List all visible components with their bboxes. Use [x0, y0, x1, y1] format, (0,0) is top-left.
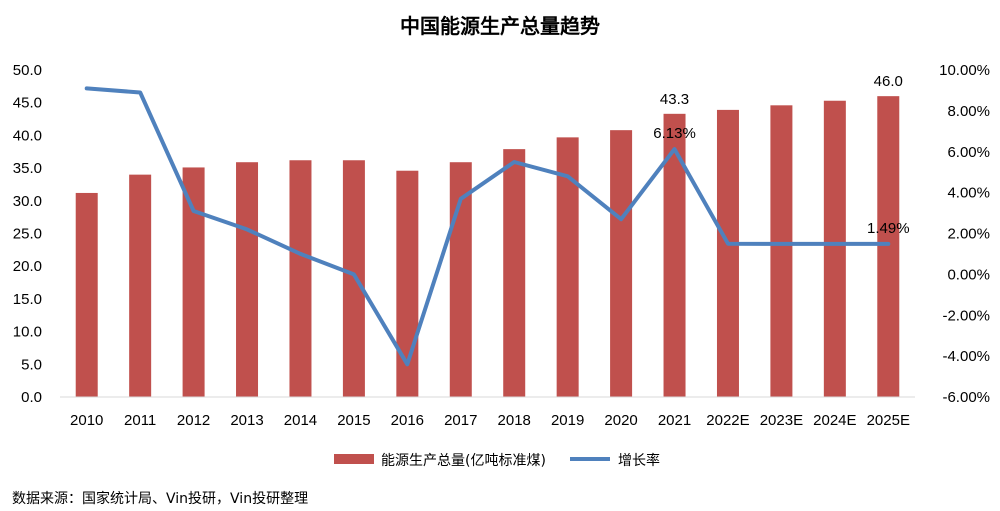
x-axis-tick-label: 2022E — [706, 412, 749, 429]
x-axis-tick-label: 2020 — [604, 412, 637, 429]
x-axis-tick-label: 2025E — [867, 412, 910, 429]
left-axis-tick-label: 5.0 — [21, 356, 42, 373]
right-axis-tick-label: 6.00% — [947, 144, 990, 161]
left-axis-tick-label: 15.0 — [13, 291, 42, 308]
line-series — [84, 86, 891, 367]
bar — [236, 162, 259, 397]
x-axis-tick-label: 2011 — [124, 412, 156, 429]
growth-rate-point — [86, 87, 88, 89]
growth-rate-point — [567, 175, 569, 177]
left-axis-tick-label: 45.0 — [13, 95, 42, 112]
growth-rate-point — [246, 228, 248, 230]
left-axis-tick-label: 20.0 — [13, 258, 42, 275]
growth-rate-point — [406, 363, 408, 365]
right-axis-tick-label: 2.00% — [947, 226, 990, 243]
right-axis-tick-label: 10.00% — [939, 62, 990, 79]
growth-rate-point — [834, 243, 836, 245]
left-axis-tick-label: 25.0 — [13, 226, 42, 243]
growth-rate-point — [299, 253, 301, 255]
growth-rate-point — [780, 243, 782, 245]
bar — [182, 167, 205, 397]
data-label: 6.13% — [653, 125, 696, 142]
legend-bar-label: 能源生产总量(亿吨标准煤) — [381, 453, 546, 469]
bar — [396, 170, 419, 397]
left-axis-tick-label: 30.0 — [13, 193, 42, 210]
left-axis-tick-label: 50.0 — [13, 62, 42, 79]
left-axis-ticks: 0.0 5.0 10.0 15.0 20.0 25.0 30.0 35.0 40.0 45.0 50… — [13, 62, 42, 406]
bar-series — [75, 96, 900, 398]
growth-rate-point — [193, 210, 195, 212]
x-axis-tick-label: 2012 — [177, 412, 210, 429]
right-axis-tick-label: -4.00% — [942, 348, 990, 365]
growth-rate-point — [727, 243, 729, 245]
growth-rate-line — [84, 86, 891, 367]
bar — [823, 100, 846, 397]
bar — [770, 105, 793, 397]
data-label: 46.0 — [874, 73, 903, 90]
right-axis-tick-label: 8.00% — [947, 103, 990, 120]
bar — [129, 174, 152, 397]
left-axis-tick-label: 35.0 — [13, 160, 42, 177]
x-axis-tick-label: 2017 — [444, 412, 477, 429]
right-axis-tick-label: -6.00% — [942, 389, 990, 406]
left-axis-tick-label: 0.0 — [21, 389, 42, 406]
x-axis-tick-label: 2015 — [337, 412, 370, 429]
x-axis-tick-label: 2021 — [658, 412, 691, 429]
x-axis-tick-label: 2014 — [284, 412, 317, 429]
bar — [877, 96, 900, 397]
bar — [342, 160, 365, 397]
x-axis-ticks: 2010 2011 2012 2013 2014 2015 2016 2017 2018 2019… — [70, 412, 910, 429]
bar — [610, 130, 633, 397]
bar — [663, 113, 686, 398]
data-label: 1.49% — [867, 220, 910, 237]
left-axis-tick-label: 10.0 — [13, 324, 42, 341]
bar — [289, 160, 312, 397]
chart-title: 中国能源生产总量趋势 — [400, 14, 600, 38]
bar — [716, 109, 739, 398]
legend: 能源生产总量(亿吨标准煤) 增长率 — [334, 452, 660, 469]
right-axis-tick-label: -2.00% — [942, 307, 990, 324]
growth-rate-point — [353, 273, 355, 275]
legend-bar-swatch — [334, 454, 374, 464]
x-axis-tick-label: 2019 — [551, 412, 584, 429]
x-axis-tick-label: 2018 — [498, 412, 531, 429]
bar — [75, 192, 98, 397]
bar — [503, 149, 526, 397]
x-axis-tick-label: 2010 — [70, 412, 103, 429]
growth-rate-point — [620, 218, 622, 220]
growth-rate-point — [513, 161, 515, 163]
growth-rate-point — [887, 243, 889, 245]
right-axis-tick-label: 4.00% — [947, 185, 990, 202]
right-axis-ticks: -6.00% -4.00% -2.00% 0.00% 2.00% 4.00% 6.00% 8.… — [939, 62, 990, 406]
data-label: 43.3 — [660, 91, 689, 108]
source-note: 数据来源：国家统计局、Vin投研，Vin投研整理 — [12, 490, 308, 507]
x-axis-tick-label: 2024E — [813, 412, 856, 429]
x-axis-tick-label: 2013 — [230, 412, 263, 429]
legend-line-label: 增长率 — [618, 452, 660, 469]
x-axis-tick-label: 2023E — [760, 412, 803, 429]
growth-rate-point — [139, 91, 141, 93]
growth-rate-point — [460, 198, 462, 200]
growth-rate-point — [674, 148, 676, 150]
data-labels: 43.3 46.0 6.13% 1.49% — [653, 73, 909, 237]
bar — [556, 137, 579, 397]
right-axis-tick-label: 0.00% — [947, 266, 990, 283]
x-axis-tick-label: 2016 — [391, 412, 424, 429]
left-axis-tick-label: 40.0 — [13, 127, 42, 144]
